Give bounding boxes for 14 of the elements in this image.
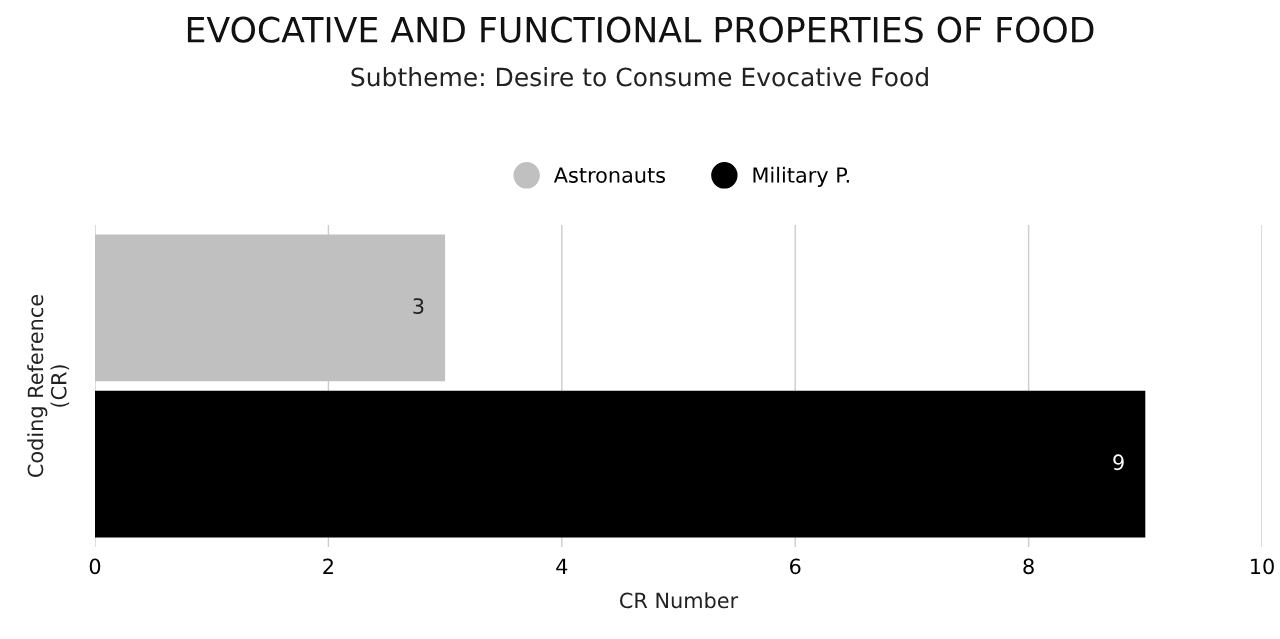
data-label: 3 — [413, 298, 424, 314]
legend-label: Military P. — [753, 166, 849, 187]
x-tick-label: 0 — [89, 558, 101, 575]
chart-title: EVOCATIVE AND FUNCTIONAL PROPERTIES OF FOOD — [187, 16, 1094, 43]
x-tick-label: 4 — [556, 558, 568, 574]
y-axis-title: Coding Reference (CR) — [27, 294, 70, 477]
x-tick-label: 8 — [1023, 558, 1034, 575]
x-axis-title: CR Number — [620, 592, 739, 609]
chart-subtitle: Subtheme: Desire to Consume Evocative Food — [351, 67, 928, 87]
x-tick-label: 10 — [1251, 558, 1274, 575]
data-label: 9 — [1113, 454, 1124, 471]
x-tick-label: 6 — [790, 558, 801, 575]
x-tick-label: 2 — [323, 558, 333, 574]
legend-label: Astronauts — [553, 167, 666, 183]
